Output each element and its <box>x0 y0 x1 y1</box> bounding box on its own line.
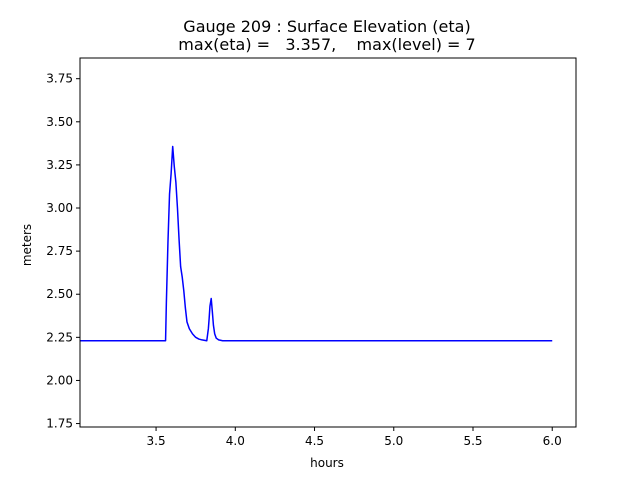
x-tick-label-3: 5.0 <box>384 434 403 448</box>
x-tick-label-4: 5.5 <box>463 434 482 448</box>
y-tick-label-1: 2.00 <box>46 373 73 387</box>
series-line-0 <box>80 145 553 342</box>
x-axis-label: hours <box>310 456 344 470</box>
y-tick-label-8: 3.75 <box>46 72 73 86</box>
chart-title-line2: max(eta) = 3.357, max(level) = 7 <box>178 35 475 54</box>
x-tick-label-5: 6.0 <box>543 434 562 448</box>
y-tick-label-7: 3.50 <box>46 115 73 129</box>
x-tick-label-1: 4.0 <box>226 434 245 448</box>
y-tick-label-0: 1.75 <box>46 417 73 431</box>
y-tick-label-2: 2.25 <box>46 330 73 344</box>
y-tick-label-6: 3.25 <box>46 158 73 172</box>
y-tick-label-5: 3.00 <box>46 201 73 215</box>
y-axis-label: meters <box>20 224 34 266</box>
plot-area: 3.5 4.0 4.5 5.0 5.5 6.0 1.75 2.00 2.25 2.50 2.75 3.… <box>46 57 577 448</box>
x-tick-label-0: 3.5 <box>147 434 166 448</box>
y-tick-label-3: 2.50 <box>46 287 73 301</box>
y-tick-label-4: 2.75 <box>46 244 73 258</box>
x-tick-label-2: 4.5 <box>305 434 324 448</box>
plot-frame <box>79 57 577 428</box>
chart-title-line1: Gauge 209 : Surface Elevation (eta) <box>183 17 470 36</box>
